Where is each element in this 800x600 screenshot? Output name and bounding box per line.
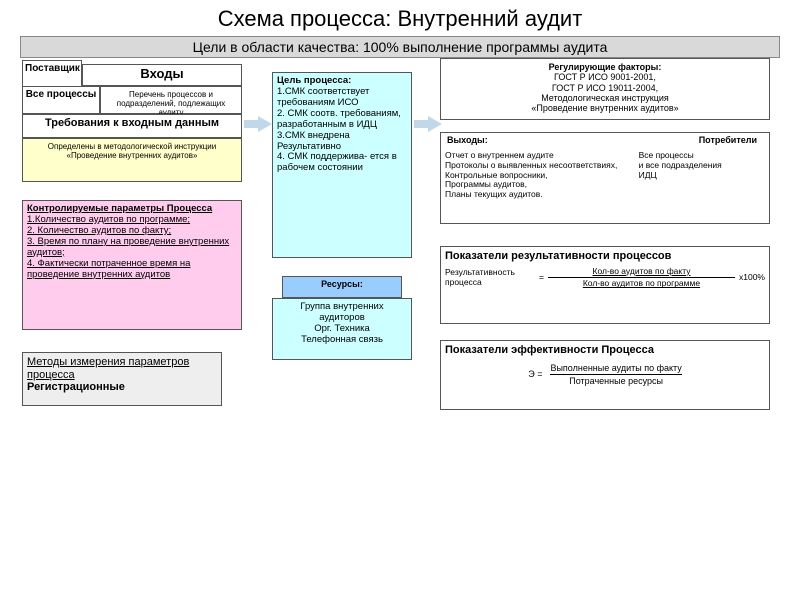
goal-bar: Цели в области качества: 100% выполнение… [20,36,780,58]
out-r3c1 [639,180,765,190]
outputs-box: Выходы: Потребители Отчет о внутреннем а… [440,132,770,224]
efficiency-box: Показатели эффективности Процесса Э = Вы… [440,340,770,410]
resources-header: Ресурсы: [282,276,402,298]
process-list: Перечень процессов и подразделений, подл… [100,86,242,114]
regulating-factors: Регулирующие факторы: ГОСТ Р ИСО 9001-20… [440,58,770,120]
input-req-label: Требования к входным данным [23,115,241,132]
out-r2c1: ИДЦ [639,171,765,181]
eff-h: Показатели эффективности Процесса [445,344,765,357]
goal-line-4: 4. СМК поддержива- ется в рабочем состоя… [277,152,407,174]
inputs-label: Входы [83,65,241,84]
resources-h: Ресурсы: [283,277,401,291]
supplier-header: Поставщик [22,60,82,88]
reg-l1: ГОСТ Р ИСО 19011-2004, [445,83,765,93]
page-title: Схема процесса: Внутренний аудит [0,0,800,34]
reg-l3: «Проведение внутренних аудитов» [445,103,765,113]
perf-mult: x100% [735,273,765,283]
goal-line-1: 1.СМК соответствует требованиям ИСО [277,87,407,109]
perf-eq: = [535,273,548,283]
supplier-label: Поставщик [23,61,81,77]
arrow-stem-2 [414,120,428,128]
perf-lhs: Результативность процесса [445,268,535,288]
reg-l0: ГОСТ Р ИСО 9001-2001, [445,72,765,82]
out-r4c0: Планы текущих аудитов. [445,190,639,200]
perf-num: Кол-во аудитов по факту [548,267,735,277]
goal-line-3: 3.СМК внедрена Результативно [277,131,407,153]
eff-num: Выполненные аудиты по факту [550,363,681,373]
ctrl-l2: 3. Время по плану на проведение внутренн… [27,237,237,259]
all-processes-label: Все процессы [23,87,99,103]
reg-h: Регулирующие факторы: [445,62,765,72]
perf-h: Показатели результативности процессов [445,250,765,263]
input-req-text: Определены в методологической инструкции… [22,138,242,182]
eff-den: Потраченные ресурсы [550,376,681,386]
eff-frac [550,374,681,375]
ctrl-l3: 4. Фактически потраченное время на прове… [27,259,237,281]
eff-lhs: Э = [528,369,550,379]
goal-line-2: 2. СМК соотв. требованиям, разработанным… [277,109,407,131]
meth-l2: Регистрационные [27,381,217,394]
input-req-header: Требования к входным данным [22,114,242,138]
controlled-params: Контролируемые параметры Процесса 1.Коли… [22,200,242,330]
process-goal: Цель процесса: 1.СМК соответствует требо… [272,72,412,258]
out-r1c1: и все подразделения [639,161,765,171]
performance-box: Показатели результативности процессов Ре… [440,246,770,324]
inputs-header: Входы [82,64,242,86]
outputs-h2: Потребители [699,135,757,145]
reg-l2: Методологическая инструкция [445,93,765,103]
perf-den: Кол-во аудитов по программе [548,279,735,289]
arrow-stem-1 [244,120,258,128]
outputs-body: Отчет о внутреннем аудитеВсе процессы Пр… [445,151,765,200]
arrow-right-1 [258,116,272,132]
all-processes: Все процессы [22,86,100,114]
resources-text: Группа внутренних аудиторов Орг. Техника… [272,298,412,360]
out-r4c1 [639,190,765,200]
meth-l1: Методы измерения параметров процесса [27,356,217,381]
methods-box: Методы измерения параметров процесса Рег… [22,352,222,406]
outputs-h1: Выходы: [447,135,488,145]
